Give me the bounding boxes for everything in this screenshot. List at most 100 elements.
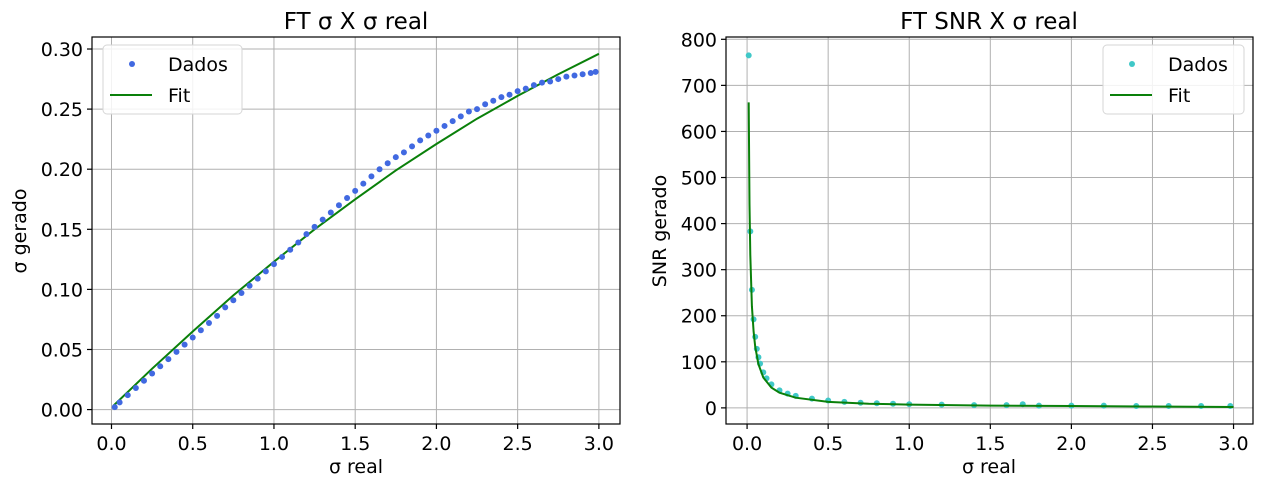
chart-left-data-point (474, 106, 481, 113)
chart-left-data-point (352, 187, 359, 194)
chart-left-x-tick-label: 2.5 (503, 433, 533, 455)
chart-left-data-point (571, 72, 578, 79)
chart-left-data-point (457, 113, 464, 120)
chart-left-data-point (449, 118, 456, 125)
chart-left-legend-dados-marker (129, 61, 135, 67)
chart-left-data-point (311, 223, 318, 230)
chart-right-legend-dados-label: Dados (1168, 54, 1228, 76)
chart-right-data-point (745, 52, 752, 59)
chart-right-title: FT SNR X σ real (900, 9, 1078, 35)
chart-left-data-point (563, 73, 570, 80)
chart-left-y-tick-label: 0.20 (41, 159, 83, 181)
chart-left-data-point (197, 327, 204, 334)
chart-left-data-point (368, 173, 375, 180)
chart-left-data-point (140, 377, 147, 384)
chart-right-y-ticks: 0 100 200 300 400 500 600 700 800 (681, 29, 726, 420)
chart-left-data-point (287, 246, 294, 253)
chart-left-data-point (409, 143, 416, 150)
chart-left-data-point (425, 132, 432, 139)
chart-right-x-tick-label: 2.5 (1137, 433, 1167, 455)
chart-right-y-tick-label: 700 (681, 75, 717, 97)
chart-right-legend-fit-label: Fit (1168, 85, 1190, 107)
chart-left-data-point (173, 348, 180, 355)
chart-right-y-tick-label: 100 (681, 352, 717, 374)
chart-right-y-label: SNR gerado (649, 175, 671, 287)
chart-left-legend-fit-label: Fit (168, 85, 190, 107)
chart-left-data-point (132, 384, 139, 391)
chart-left-y-tick-label: 0.25 (41, 99, 83, 121)
chart-right: FT SNR X σ real 0.0 0.5 1.0 1.5 2.0 2.5 3.0 0 1… (649, 9, 1254, 478)
chart-left-title: FT σ X σ real (284, 9, 429, 35)
chart-left-y-tick-label: 0.10 (41, 279, 83, 301)
chart-left-x-tick-label: 0.5 (178, 433, 208, 455)
chart-left-data-point (530, 82, 537, 89)
chart-left-data-point (392, 154, 399, 161)
chart-left-legend: Dados Fit (102, 44, 243, 115)
chart-right-y-tick-label: 0 (705, 398, 717, 420)
chart-left-data-point (116, 399, 123, 406)
chart-left-data-point (360, 180, 367, 187)
chart-left-data-point (490, 97, 497, 104)
chart-left-data-point (295, 239, 302, 246)
chart-left-data-point (214, 312, 221, 319)
chart-left-x-tick-label: 0.0 (96, 433, 126, 455)
chart-left-y-tick-label: 0.00 (41, 400, 83, 422)
chart-left-data-point (506, 91, 513, 98)
chart-left-x-tick-label: 2.0 (421, 433, 451, 455)
chart-left-data-point (303, 231, 310, 238)
chart-left-data-point (539, 79, 546, 86)
chart-left-x-tick-label: 1.5 (340, 433, 370, 455)
chart-left-data-point (465, 108, 472, 115)
chart-left-data-point (111, 404, 118, 411)
chart-left-data-point (327, 209, 334, 216)
chart-right-x-tick-label: 0.0 (732, 433, 762, 455)
chart-right-legend-dados-marker (1129, 61, 1135, 67)
chart-left-data-point (270, 261, 277, 268)
chart-right-y-tick-label: 400 (681, 214, 717, 236)
chart-left-legend-box (102, 44, 243, 115)
chart-right-x-ticks: 0.0 0.5 1.0 1.5 2.0 2.5 3.0 (732, 424, 1249, 455)
chart-left-data-point (522, 85, 529, 92)
chart-right-y-tick-label: 300 (681, 260, 717, 282)
chart-right-y-tick-label: 800 (681, 29, 717, 51)
chart-left-data-point (230, 297, 237, 304)
chart-left-data-point (205, 320, 212, 327)
chart-right-fit-series (747, 102, 1234, 408)
chart-left-data-point (222, 304, 229, 311)
chart-right-x-tick-label: 2.0 (1056, 433, 1086, 455)
chart-left: FT σ X σ real 0.0 0.5 1.0 1.5 2.0 2.5 3.0 0.00… (9, 9, 621, 478)
chart-left-data-series (111, 68, 599, 411)
chart-left-data-point (587, 70, 594, 77)
chart-right-plot-area (725, 36, 1254, 425)
chart-left-data-point (254, 275, 261, 282)
chart-left-y-tick-label: 0.05 (41, 339, 83, 361)
chart-left-data-point (579, 71, 586, 78)
chart-left-data-point (547, 78, 554, 85)
chart-left-plot-area (91, 36, 621, 425)
chart-left-x-tick-label: 3.0 (584, 433, 614, 455)
chart-left-fit-series (112, 52, 600, 407)
chart-right-y-tick-label: 200 (681, 306, 717, 328)
chart-left-data-point (165, 356, 172, 363)
chart-right-legend-box (1102, 44, 1245, 115)
chart-right-x-label: σ real (962, 456, 1016, 478)
chart-left-x-label: σ real (329, 456, 383, 478)
chart-left-data-point (441, 122, 448, 129)
chart-left-data-point (498, 94, 505, 101)
chart-left-x-tick-label: 1.0 (259, 433, 289, 455)
chart-left-y-label: σ gerado (9, 189, 31, 274)
chart-left-data-point (376, 166, 383, 173)
chart-left-fit-line (112, 52, 600, 407)
chart-left-x-ticks: 0.0 0.5 1.0 1.5 2.0 2.5 3.0 (96, 424, 614, 455)
chart-left-data-point (124, 392, 131, 399)
chart-right-x-tick-label: 3.0 (1218, 433, 1248, 455)
chart-right-x-tick-label: 1.0 (894, 433, 924, 455)
chart-left-data-point (189, 334, 196, 341)
chart-left-data-point (279, 253, 286, 260)
chart-left-y-ticks: 0.00 0.05 0.10 0.15 0.20 0.25 0.30 (41, 39, 92, 422)
chart-left-data-point (482, 101, 489, 108)
chart-left-data-point (262, 268, 269, 275)
chart-right-legend: Dados Fit (1102, 44, 1245, 115)
chart-left-data-point (555, 76, 562, 83)
